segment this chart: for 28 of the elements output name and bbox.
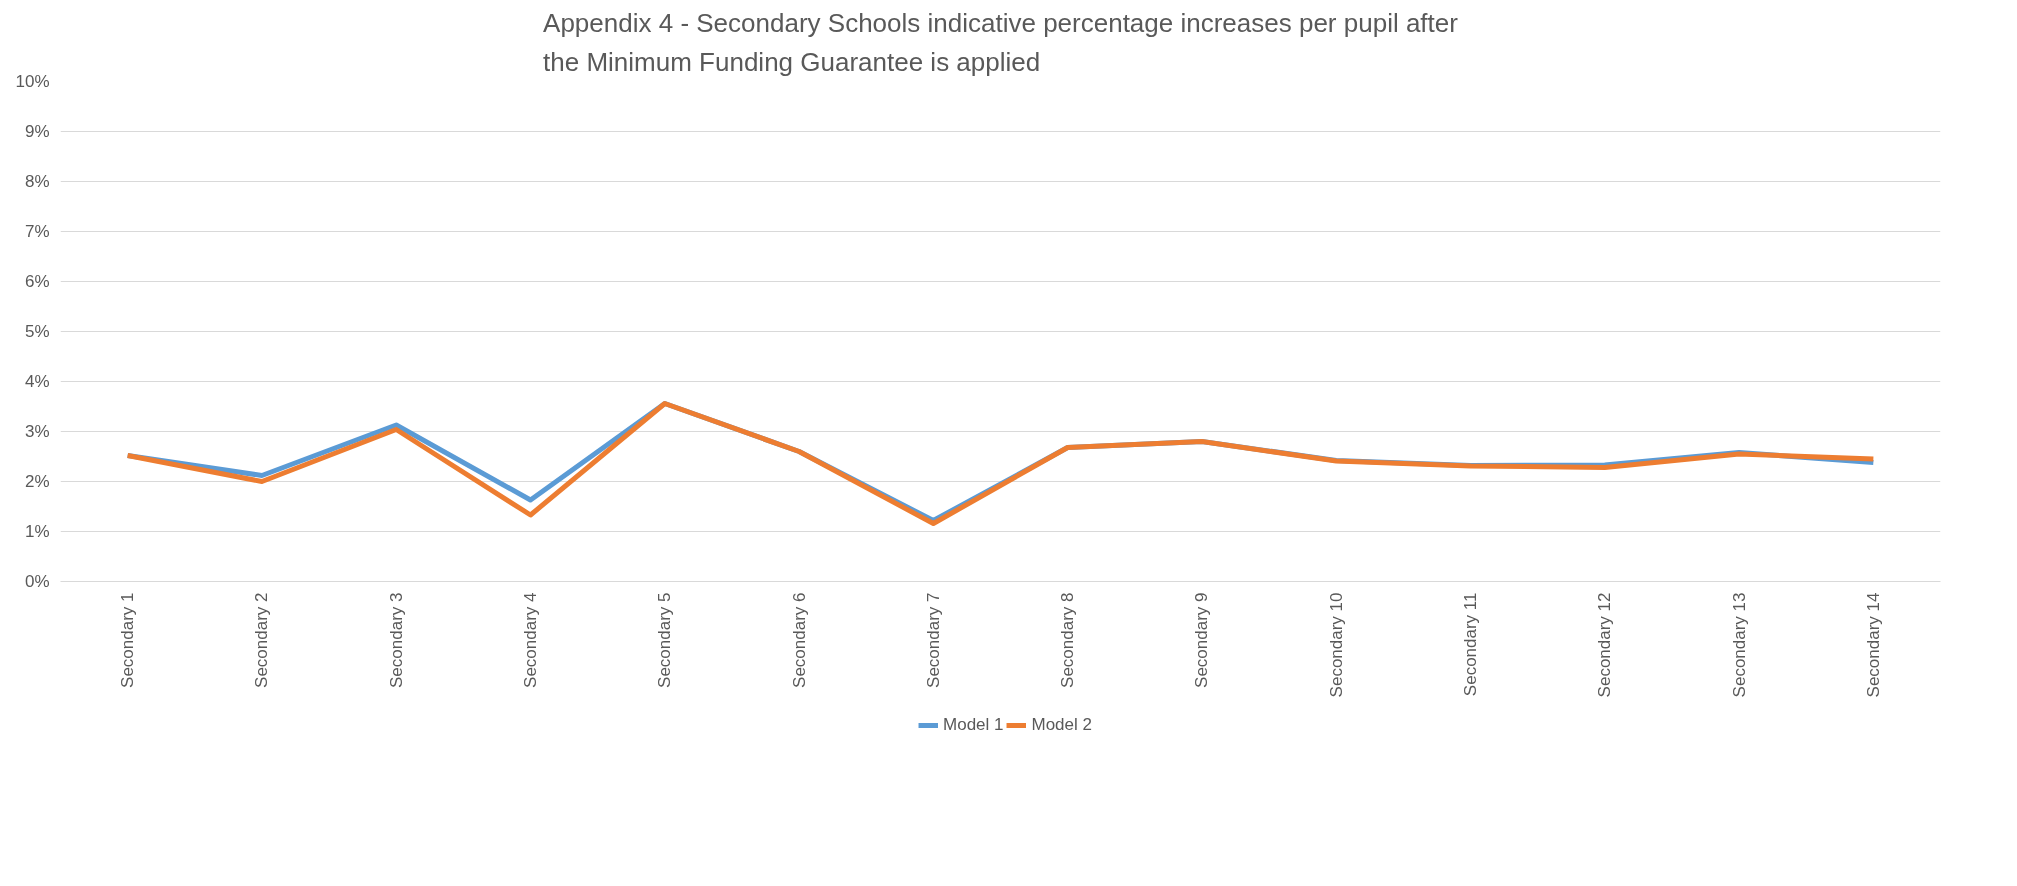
x-tick-label: Secondary 8 (1058, 592, 1078, 688)
y-tick-label: 7% (24, 222, 50, 241)
x-tick-label: Secondary 11 (1461, 592, 1480, 697)
x-tick-label: Secondary 4 (521, 592, 540, 688)
y-tick-label: 0% (24, 572, 50, 591)
y-tick-label: 5% (24, 322, 50, 341)
x-tick-label: Secondary 3 (386, 592, 406, 688)
y-tick-label: 6% (24, 272, 50, 291)
y-tick-label: 4% (24, 372, 50, 391)
y-tick-label: 2% (24, 472, 50, 491)
chart-title: Appendix 4 - Secondary Schools indicative percentage increases per pupil after the Minimum Funding Guarantee is applied (543, 7, 1459, 77)
y-tick-label: 10% (15, 72, 50, 91)
y-tick-label: 1% (24, 522, 50, 541)
x-tick-label: Secondary 13 (1729, 592, 1749, 698)
x-tick-label: Secondary 1 (118, 592, 138, 688)
legend-label: Model 2 (1031, 715, 1092, 735)
x-tick-label: Secondary 5 (655, 592, 675, 688)
x-tick-label: Secondary 2 (252, 592, 272, 688)
y-tick-label: 8% (24, 172, 50, 191)
y-tick-label: 9% (24, 122, 50, 141)
legend-label: Model 1 (943, 715, 1004, 735)
x-tick-label: Secondary 12 (1595, 592, 1615, 698)
x-tick-label: Secondary 6 (789, 592, 809, 688)
x-tick-label: Secondary 7 (923, 592, 943, 688)
x-tick-label: Secondary 10 (1326, 592, 1346, 698)
x-tick-label: Secondary 9 (1192, 592, 1212, 688)
x-tick-label: Secondary 14 (1863, 592, 1883, 698)
y-tick-label: 3% (24, 422, 50, 441)
